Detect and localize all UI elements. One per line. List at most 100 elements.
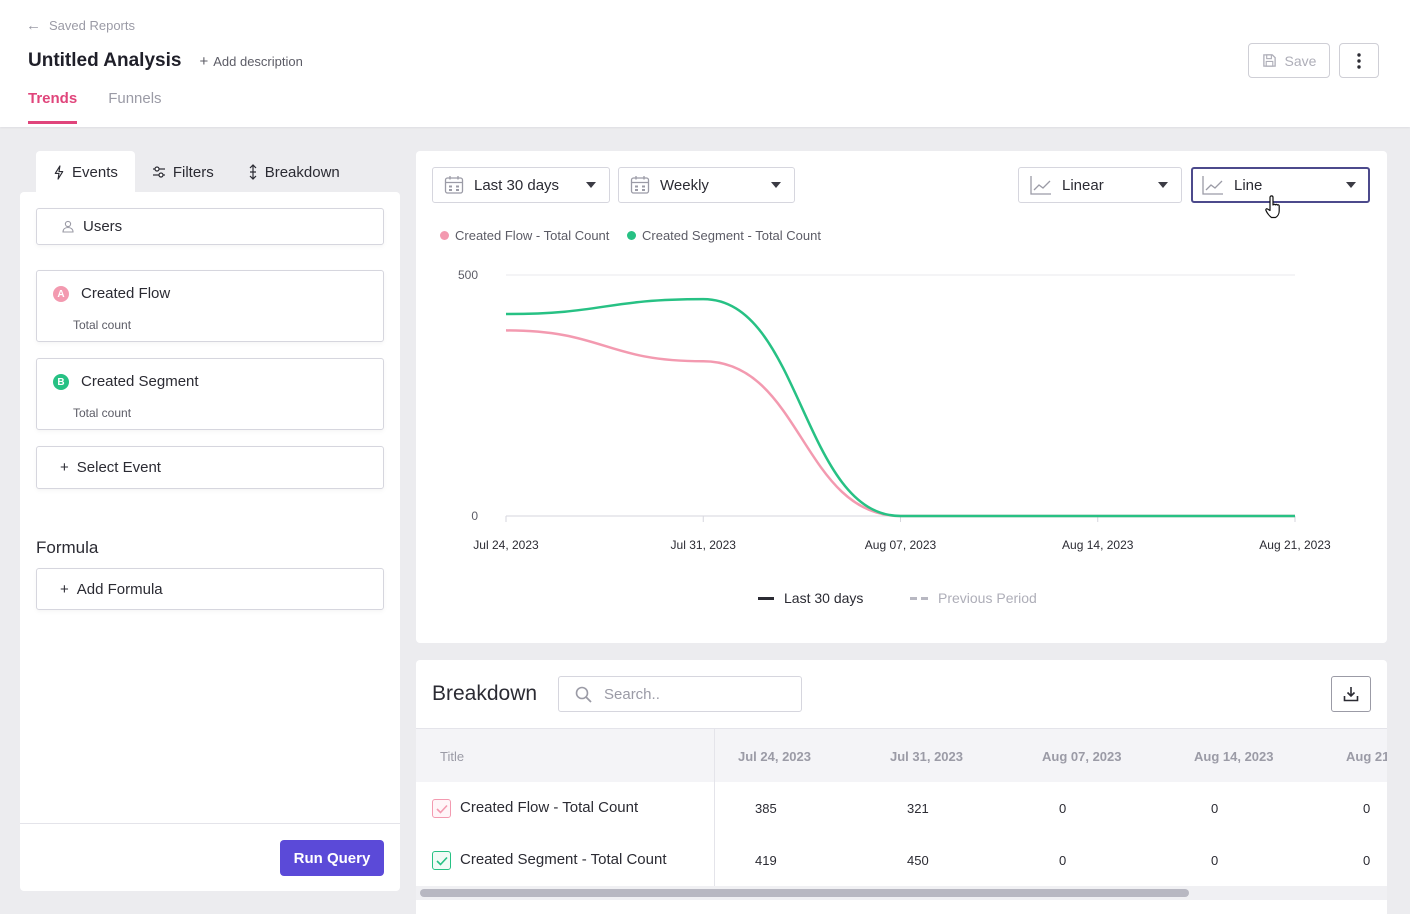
legend-label: Created Segment - Total Count	[642, 228, 821, 243]
search-placeholder: Search..	[604, 685, 660, 703]
page-header: ← Saved Reports Untitled Analysis + Add …	[0, 0, 1410, 127]
tab-funnels[interactable]: Funnels	[108, 90, 162, 107]
period-legend-current[interactable]: Last 30 days	[758, 590, 863, 606]
period-current-label: Last 30 days	[784, 590, 864, 606]
dashed-line-icon	[910, 596, 928, 600]
scrollbar-thumb[interactable]	[420, 889, 1189, 897]
table-cell: 0	[1211, 801, 1219, 816]
solid-line-icon	[758, 596, 774, 600]
table-cell: 419	[755, 853, 777, 868]
back-link[interactable]: ← Saved Reports	[26, 17, 135, 34]
plus-icon: +	[199, 52, 209, 70]
date-range-dropdown[interactable]: Last 30 days	[432, 167, 610, 203]
more-vertical-icon	[1357, 52, 1361, 69]
chevron-down-icon	[1346, 182, 1356, 188]
column-header[interactable]: Aug 14, 2023	[1194, 749, 1274, 764]
period-previous-label: Previous Period	[938, 590, 1037, 606]
breakdown-search-input[interactable]: Search..	[558, 676, 802, 712]
event-aggregation[interactable]: Total count	[73, 318, 132, 332]
y-tick-label: 500	[458, 268, 478, 282]
column-header-title: Title	[440, 749, 465, 764]
arrow-left-icon: ←	[26, 17, 41, 34]
sliders-icon	[152, 166, 165, 178]
row-title: Created Flow - Total Count	[460, 799, 639, 816]
column-header[interactable]: Aug 07, 2023	[1042, 749, 1122, 764]
line-chart: 500 0 Jul 24, 2023 Jul 31, 2023 Aug 07, 2023…	[458, 268, 1331, 552]
x-tick-label: Aug 07, 2023	[865, 538, 937, 552]
hand-cursor-icon	[1265, 195, 1280, 219]
event-aggregation[interactable]: Total count	[73, 406, 132, 420]
divider	[20, 823, 400, 824]
tab-breakdown-label: Breakdown	[264, 163, 340, 181]
run-query-button[interactable]: Run Query	[280, 840, 384, 876]
search-icon	[575, 686, 592, 703]
row-checkbox[interactable]	[432, 851, 451, 870]
select-event-button[interactable]: + Select Event	[36, 446, 384, 489]
page-title[interactable]: Untitled Analysis	[28, 50, 182, 71]
users-label: Users	[83, 218, 123, 235]
column-header[interactable]: Jul 24, 2023	[738, 749, 811, 764]
event-card-a[interactable]: A Created Flow Total count	[36, 270, 384, 342]
scale-value: Linear	[1062, 176, 1104, 194]
table-cell: 0	[1059, 853, 1067, 868]
column-divider	[714, 728, 715, 886]
scale-dropdown[interactable]: Linear	[1018, 167, 1182, 203]
table-cell: 0	[1363, 801, 1371, 816]
event-name: Created Segment	[81, 373, 199, 390]
calendar-icon	[630, 175, 650, 195]
tab-filters[interactable]: Filters	[135, 151, 231, 193]
download-button[interactable]	[1331, 676, 1371, 712]
select-event-label: Select Event	[76, 459, 161, 476]
save-button-label: Save	[1284, 52, 1317, 69]
event-badge-b: B	[53, 374, 69, 390]
legend-dot	[440, 231, 449, 240]
table-header: Title Jul 24, 2023 Jul 31, 2023 Aug 07, …	[416, 728, 1387, 782]
horizontal-scrollbar[interactable]	[416, 886, 1387, 900]
chart-type-dropdown[interactable]: Line	[1191, 167, 1370, 203]
lightning-icon	[54, 164, 64, 180]
table-cell: 0	[1059, 801, 1067, 816]
table-cell: 385	[755, 801, 777, 816]
sort-vertical-icon	[249, 164, 257, 180]
table-row: Created Segment - Total Count 419 450 0 …	[416, 834, 1387, 886]
tab-breakdown[interactable]: Breakdown	[231, 151, 357, 193]
save-button[interactable]: Save	[1248, 43, 1330, 78]
add-description-label: Add description	[213, 53, 303, 69]
column-header[interactable]: Jul 31, 2023	[890, 749, 963, 764]
download-icon	[1343, 687, 1359, 702]
add-description-button[interactable]: + Add description	[199, 53, 302, 70]
calendar-icon	[444, 175, 464, 195]
column-header[interactable]: Aug 21	[1346, 749, 1387, 764]
legend-label: Created Flow - Total Count	[455, 228, 610, 243]
add-formula-button[interactable]: + Add Formula	[36, 568, 384, 610]
chart-type-value: Line	[1234, 176, 1263, 194]
x-tick-label: Aug 21, 2023	[1259, 538, 1331, 552]
legend-item[interactable]: Created Segment - Total Count	[627, 228, 821, 243]
date-range-value: Last 30 days	[474, 176, 560, 194]
breakdown-panel: Breakdown Search.. Title Jul 24, 2023 Ju…	[416, 660, 1387, 914]
chevron-down-icon	[586, 182, 596, 188]
tab-events[interactable]: Events	[36, 151, 135, 193]
legend-item[interactable]: Created Flow - Total Count	[440, 228, 609, 243]
row-checkbox[interactable]	[432, 799, 451, 818]
interval-dropdown[interactable]: Weekly	[618, 167, 795, 203]
event-badge-a: A	[53, 286, 69, 302]
tab-trends[interactable]: Trends	[28, 90, 78, 124]
x-tick-label: Jul 24, 2023	[473, 538, 539, 552]
users-selector[interactable]: Users	[36, 208, 384, 245]
chart-panel: Last 30 days Weekly Linear Line Created …	[416, 151, 1387, 643]
x-tick-label: Aug 14, 2023	[1062, 538, 1134, 552]
report-tabs: Trends Funnels	[28, 90, 162, 124]
more-options-button[interactable]	[1339, 43, 1379, 78]
table-row: Created Flow - Total Count 385 321 0 0 0	[416, 782, 1387, 834]
series-line-created-segment	[505, 297, 1295, 518]
line-chart-icon	[1030, 175, 1052, 195]
tab-filters-label: Filters	[172, 163, 214, 181]
period-legend-previous[interactable]: Previous Period	[910, 590, 1037, 606]
interval-value: Weekly	[660, 176, 709, 194]
event-card-b[interactable]: B Created Segment Total count	[36, 358, 384, 430]
table-cell: 450	[907, 853, 929, 868]
check-icon	[435, 856, 448, 866]
x-tick-label: Jul 31, 2023	[671, 538, 737, 552]
floppy-disk-icon	[1262, 54, 1276, 67]
